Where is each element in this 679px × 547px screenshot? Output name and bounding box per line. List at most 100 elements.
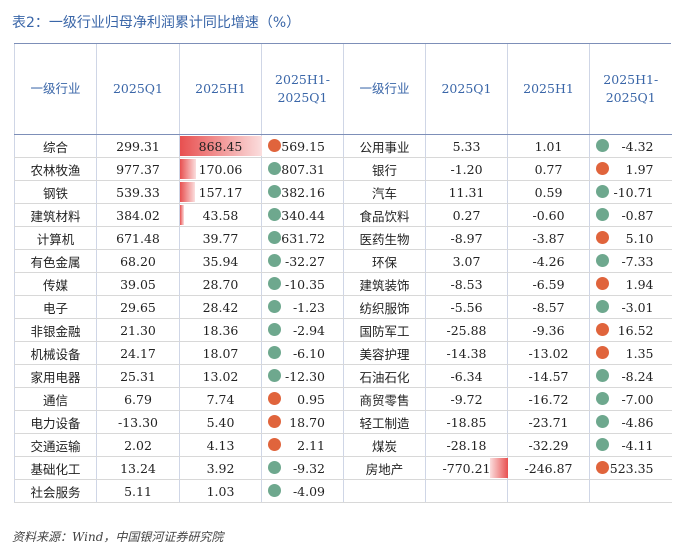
table-row: 有色金属 68.20 35.94 -32.27 环保 3.07 -4.26 -7.33 xyxy=(14,249,672,273)
diff-value: -340.44 xyxy=(261,203,344,227)
trend-down-icon xyxy=(268,277,281,290)
table-row: 电子 29.65 28.42 -1.23 纺织服饰 -5.56 -8.57 -3.01 xyxy=(14,295,672,319)
diff-value: -8.24 xyxy=(589,364,672,388)
table-row: 通信 6.79 7.74 0.95 商贸零售 -9.72 -16.72 -7.00 xyxy=(14,387,672,411)
trend-down-icon xyxy=(268,484,281,497)
diff-value: -7.33 xyxy=(589,249,672,273)
industry-name: 公用事业 xyxy=(343,134,426,158)
q1-value: 2.02 xyxy=(96,433,180,457)
h1-bar xyxy=(180,136,262,156)
diff-label: 1.94 xyxy=(625,276,654,292)
h1-value: -16.72 xyxy=(507,387,590,411)
diff-value xyxy=(589,479,672,503)
industry-name: 建筑装饰 xyxy=(343,272,426,296)
industry-name: 美容护理 xyxy=(343,341,426,365)
q1-value: -8.97 xyxy=(425,226,508,250)
diff-label: -4.86 xyxy=(621,414,654,430)
trend-down-icon xyxy=(596,254,609,267)
h1-value: 39.77 xyxy=(179,226,262,250)
diff-label: -4.32 xyxy=(621,138,654,154)
q1-value: -8.53 xyxy=(425,272,508,296)
industry-name: 钢铁 xyxy=(14,180,97,204)
diff-label: -631.72 xyxy=(277,230,325,246)
h1-value: -246.87 xyxy=(490,456,590,480)
q1-value: -9.72 xyxy=(425,387,508,411)
trend-down-icon xyxy=(268,254,281,267)
header-h1-left: 2025H1 xyxy=(179,44,262,135)
diff-value: -7.00 xyxy=(589,387,672,411)
trend-up-icon xyxy=(268,392,281,405)
h1-value: -0.60 xyxy=(507,203,590,227)
industry-name: 家用电器 xyxy=(14,364,97,388)
h1-value: 157.17 xyxy=(179,180,262,204)
h1-value: -6.59 xyxy=(507,272,590,296)
trend-down-icon xyxy=(596,415,609,428)
header-diff-left: 2025H1- 2025Q1 xyxy=(261,44,344,135)
header-q1-left: 2025Q1 xyxy=(96,44,180,135)
diff-label: -7.33 xyxy=(621,253,654,269)
trend-down-icon xyxy=(596,438,609,451)
trend-down-icon xyxy=(268,231,281,244)
h1-label: 7.74 xyxy=(206,391,235,407)
diff-label: -807.31 xyxy=(277,161,325,177)
industry-name: 传媒 xyxy=(14,272,97,296)
h1-value: -3.87 xyxy=(507,226,590,250)
diff-label: -12.30 xyxy=(284,368,325,384)
diff-label: 1.97 xyxy=(625,161,654,177)
growth-table: 一级行业 2025Q1 2025H1 2025H1- 2025Q1 一级行业 20… xyxy=(14,44,672,503)
trend-down-icon xyxy=(596,208,609,221)
h1-label: 868.45 xyxy=(198,138,243,154)
h1-bar xyxy=(180,205,185,225)
h1-label: -3.87 xyxy=(532,230,565,246)
industry-name: 机械设备 xyxy=(14,341,97,365)
diff-value: -382.16 xyxy=(261,180,344,204)
h1-value: 28.70 xyxy=(179,272,262,296)
q1-value: -13.30 xyxy=(96,410,180,434)
diff-label: 523.35 xyxy=(609,460,654,476)
q1-value: 25.31 xyxy=(96,364,180,388)
h1-value: 170.06 xyxy=(179,157,262,181)
h1-bar xyxy=(180,159,197,179)
h1-label: 28.70 xyxy=(202,276,239,292)
trend-up-icon xyxy=(268,438,281,451)
industry-name: 电力设备 xyxy=(14,410,97,434)
q1-value: 11.31 xyxy=(425,180,508,204)
diff-label: -382.16 xyxy=(277,184,325,200)
q1-value: 977.37 xyxy=(96,157,180,181)
header-diff-right: 2025H1- 2025Q1 xyxy=(589,44,672,135)
diff-label: -3.01 xyxy=(621,299,654,315)
h1-label: -14.57 xyxy=(528,368,569,384)
q1-value: 24.17 xyxy=(96,341,180,365)
q1-value: 13.24 xyxy=(96,456,180,480)
table-row: 钢铁 539.33 157.17 -382.16 汽车 11.31 0.59 -10.71 xyxy=(14,180,672,204)
diff-value: 569.15 xyxy=(261,134,344,158)
h1-value: 1.03 xyxy=(179,479,262,503)
diff-value: -807.31 xyxy=(261,157,344,181)
h1-label: 1.01 xyxy=(534,138,563,154)
h1-label: 1.03 xyxy=(206,483,235,499)
diff-value: -4.86 xyxy=(589,410,672,434)
h1-label: 157.17 xyxy=(198,184,243,200)
diff-value: -32.27 xyxy=(261,249,344,273)
diff-label: 2.11 xyxy=(297,437,325,453)
h1-label: -246.87 xyxy=(524,460,573,476)
h1-label: 170.06 xyxy=(198,161,243,177)
table-row: 家用电器 25.31 13.02 -12.30 石油石化 -6.34 -14.57 -8.24 xyxy=(14,364,672,388)
trend-down-icon xyxy=(596,300,609,313)
h1-label: 28.42 xyxy=(202,299,239,315)
diff-value: -4.09 xyxy=(261,479,344,503)
q1-value: -14.38 xyxy=(425,341,508,365)
h1-value: 18.07 xyxy=(179,341,262,365)
header-industry-right: 一级行业 xyxy=(343,44,426,135)
diff-value: 1.97 xyxy=(589,157,672,181)
h1-value: -14.57 xyxy=(507,364,590,388)
h1-value: -9.36 xyxy=(507,318,590,342)
trend-up-icon xyxy=(596,346,609,359)
diff-value: 1.35 xyxy=(589,341,672,365)
industry-name: 国防军工 xyxy=(343,318,426,342)
h1-label: 18.07 xyxy=(202,345,239,361)
diff-label: -9.32 xyxy=(292,460,325,476)
diff-value: 2.11 xyxy=(261,433,344,457)
industry-name: 食品饮料 xyxy=(343,203,426,227)
diff-value: 0.95 xyxy=(261,387,344,411)
